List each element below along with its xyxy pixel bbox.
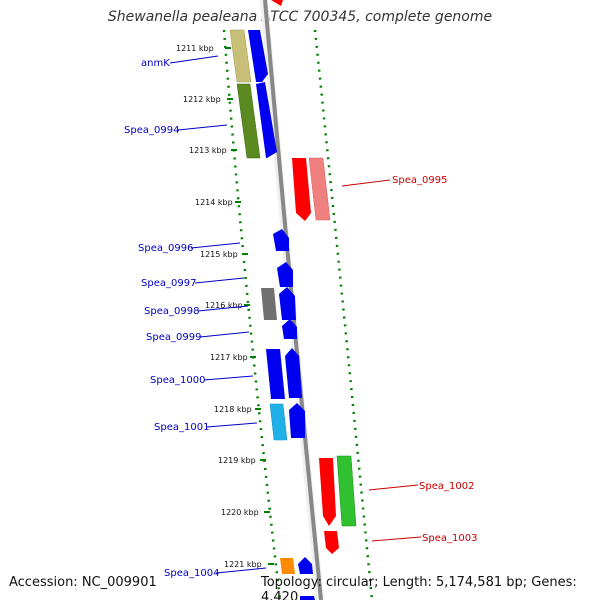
leader-spea-0998 xyxy=(197,305,249,312)
leader-anmK xyxy=(169,55,219,64)
gene-label-spea-0994[interactable]: Spea_0994 xyxy=(124,125,179,136)
gene-feature-spea-0995-pink[interactable] xyxy=(308,157,331,221)
tick-label-1218: 1218 kbp xyxy=(214,405,252,414)
tick-label-1219: 1219 kbp xyxy=(218,456,256,465)
gene-feature-spea-0999[interactable] xyxy=(282,319,297,339)
gene-label-spea-1002[interactable]: Spea_1002 xyxy=(419,481,474,492)
leader-spea-1002 xyxy=(368,484,419,491)
tick-label-1212: 1212 kbp xyxy=(183,95,221,104)
gene-feature-anmK-blue[interactable] xyxy=(248,30,268,82)
leader-spea-1000 xyxy=(203,375,254,381)
tick-marks xyxy=(225,47,274,565)
gene-feature-spea-1000-b[interactable] xyxy=(285,348,302,398)
leader-spea-0999 xyxy=(199,331,250,338)
gene-feature-spea-0996[interactable] xyxy=(273,229,289,251)
gene-label-spea-0997[interactable]: Spea_0997 xyxy=(141,278,196,289)
leader-spea-1003 xyxy=(371,536,422,542)
gene-label-spea-0998[interactable]: Spea_0998 xyxy=(144,306,199,317)
gene-feature-anmK-khaki[interactable] xyxy=(229,29,252,83)
accession-text: Accession: NC_009901 xyxy=(9,575,157,590)
gene-feature-spea-0994-blue[interactable] xyxy=(256,82,277,158)
gene-feature-spea-1000-a[interactable] xyxy=(266,349,285,399)
gene-label-spea-1000[interactable]: Spea_1000 xyxy=(150,375,205,386)
gene-feature-spea-1002-green[interactable] xyxy=(336,455,357,527)
leader-spea-0996 xyxy=(190,242,241,249)
gene-feature-spea-1001-cyan[interactable] xyxy=(269,403,288,441)
gene-feature-spea-0998-blue[interactable] xyxy=(279,287,296,320)
gene-feature-spea-0998-gray[interactable] xyxy=(261,288,277,320)
leader-spea-0995 xyxy=(341,179,391,187)
left-guide-line xyxy=(222,29,282,600)
leader-spea-0994 xyxy=(177,124,228,131)
tick-label-1215: 1215 kbp xyxy=(200,250,238,259)
gene-feature-spea-0994-olive[interactable] xyxy=(236,83,261,159)
gene-feature-spea-0997[interactable] xyxy=(277,262,293,287)
genome-title: Shewanella pealeana ATCC 700345, complet… xyxy=(107,9,493,25)
gene-label-spea-1004[interactable]: Spea_1004 xyxy=(164,568,219,579)
gene-feature-spea-1003[interactable] xyxy=(324,531,339,554)
gene-feature-spea-1001-blue[interactable] xyxy=(289,403,305,438)
gene-feature-spea-1004-orange[interactable] xyxy=(280,558,295,574)
gene-label-spea-1001[interactable]: Spea_1001 xyxy=(154,422,209,433)
gene-label-spea-0999[interactable]: Spea_0999 xyxy=(146,332,201,343)
tick-label-1214: 1214 kbp xyxy=(195,198,233,207)
tick-label-1213: 1213 kbp xyxy=(189,146,227,155)
gene-feature-bottom[interactable] xyxy=(300,596,315,600)
tick-label-1211: 1211 kbp xyxy=(176,44,214,53)
tick-label-1217: 1217 kbp xyxy=(210,353,248,362)
leader-spea-1001 xyxy=(206,422,258,428)
gene-label-spea-0996[interactable]: Spea_0996 xyxy=(138,243,193,254)
gene-label-spea-0995[interactable]: Spea_0995 xyxy=(392,175,447,186)
gene-label-spea-1003[interactable]: Spea_1003 xyxy=(422,533,477,544)
tick-label-1221: 1221 kbp xyxy=(224,560,262,569)
topology-text: Topology: circular; Length: 5,174,581 bp… xyxy=(261,575,577,600)
leader-spea-1004 xyxy=(215,567,267,574)
gene-feature-top[interactable] xyxy=(271,0,283,6)
gene-feature-spea-0995-red[interactable] xyxy=(292,158,311,221)
tick-label-1216: 1216 kbp xyxy=(205,301,243,310)
tick-label-1220: 1220 kbp xyxy=(221,508,259,517)
gene-feature-spea-1002-red[interactable] xyxy=(319,458,336,526)
leader-spea-0997 xyxy=(194,277,245,284)
gene-label-anmK[interactable]: anmK xyxy=(141,58,170,69)
gene-feature-spea-1004-blue[interactable] xyxy=(298,557,313,574)
